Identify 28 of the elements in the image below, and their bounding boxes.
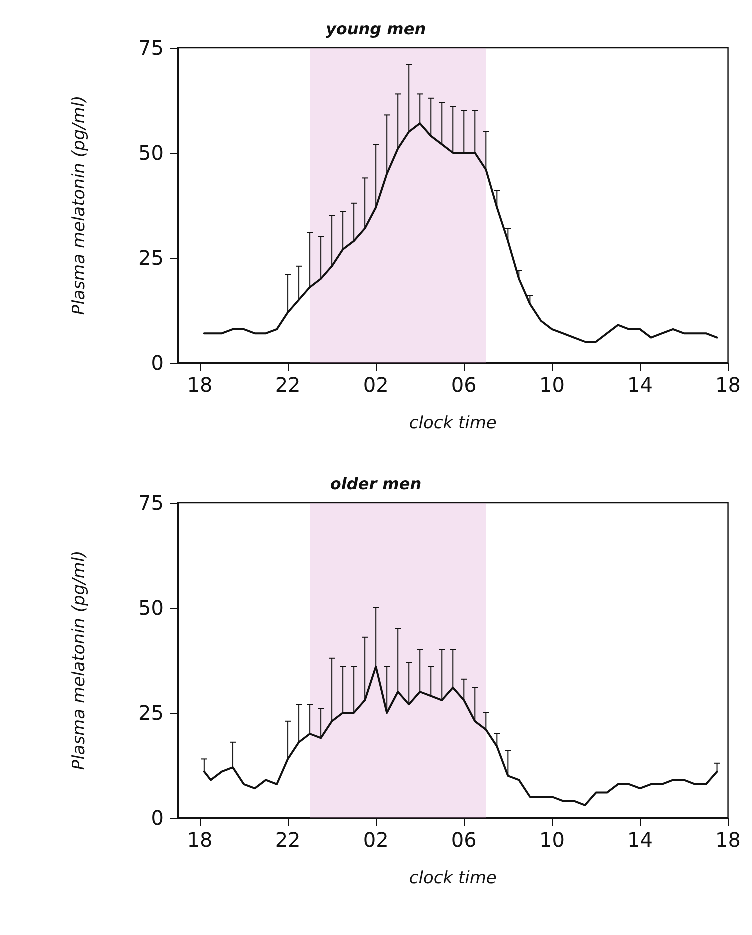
x-tick-label: 06 (451, 373, 477, 397)
y-tick-label: 75 (138, 491, 164, 515)
y-tick-label: 25 (138, 246, 164, 270)
y-tick-label: 25 (138, 701, 164, 725)
x-tick-label: 02 (363, 828, 389, 852)
x-tick-label: 10 (539, 373, 565, 397)
y-tick-label: 50 (138, 596, 164, 620)
y-tick-label: 75 (138, 36, 164, 60)
y-axis-title: Plasma melatonin (pg/ml) (70, 96, 90, 316)
x-tick-label: 18 (187, 828, 213, 852)
x-tick-label: 18 (187, 373, 213, 397)
y-tick-label: 0 (151, 806, 164, 830)
y-tick-label: 0 (151, 351, 164, 375)
x-tick-label: 22 (275, 373, 301, 397)
x-axis-title: clock time (409, 868, 497, 888)
chart-title: young men (326, 20, 426, 38)
chart-title: older men (330, 474, 422, 494)
x-axis-title: clock time (409, 414, 497, 434)
y-axis-title: Plasma melatonin (pg/ml) (70, 550, 90, 770)
x-tick-label: 18 (716, 373, 741, 397)
x-tick-label: 14 (628, 373, 653, 397)
x-tick-label: 22 (275, 828, 301, 852)
y-tick-label: 50 (138, 141, 164, 165)
x-tick-label: 02 (363, 373, 389, 397)
x-tick-label: 06 (451, 828, 477, 852)
x-tick-label: 14 (628, 828, 653, 852)
x-tick-label: 18 (716, 828, 741, 852)
x-tick-label: 10 (539, 828, 565, 852)
